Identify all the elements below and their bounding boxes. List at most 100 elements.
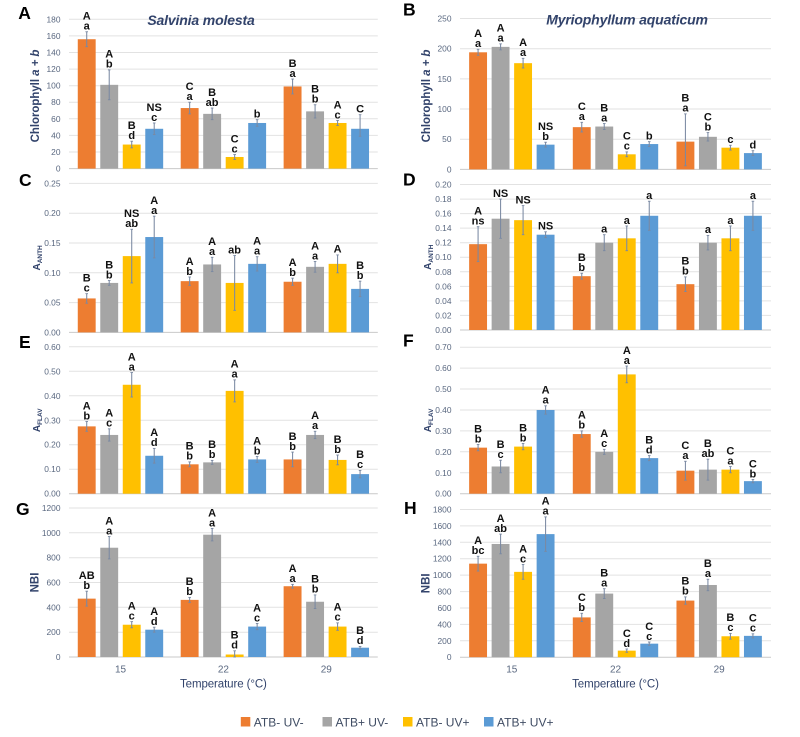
svg-text:b: b <box>186 451 193 463</box>
svg-text:b: b <box>106 269 113 281</box>
svg-text:200: 200 <box>438 636 452 646</box>
svg-text:400: 400 <box>438 619 452 629</box>
svg-text:a: a <box>232 369 239 381</box>
svg-text:ab: ab <box>125 218 138 230</box>
svg-text:a: a <box>727 215 734 227</box>
svg-text:B: B <box>681 576 689 588</box>
svg-text:B: B <box>726 612 734 624</box>
svg-text:B: B <box>681 93 689 105</box>
svg-text:A: A <box>150 427 158 439</box>
svg-text:c: c <box>151 112 157 124</box>
svg-text:b: b <box>682 586 689 598</box>
svg-text:0.40: 0.40 <box>44 391 61 401</box>
svg-text:1800: 1800 <box>433 505 452 515</box>
svg-text:200: 200 <box>438 44 452 54</box>
svg-text:b: b <box>578 262 585 274</box>
svg-text:A: A <box>542 385 550 397</box>
svg-text:a: a <box>705 224 712 236</box>
svg-text:d: d <box>646 444 653 456</box>
svg-text:b: b <box>254 109 261 121</box>
svg-text:Salvinia molesta: Salvinia molesta <box>147 12 255 28</box>
svg-text:a: a <box>750 190 757 202</box>
svg-text:b: b <box>705 121 712 133</box>
svg-text:22: 22 <box>218 665 230 676</box>
svg-text:b: b <box>750 468 757 480</box>
svg-text:C: C <box>186 81 194 93</box>
svg-text:a: a <box>682 103 689 115</box>
svg-text:A: A <box>128 600 136 612</box>
svg-text:A: A <box>253 236 261 248</box>
svg-text:b: b <box>312 94 319 106</box>
svg-text:A: A <box>105 408 113 420</box>
svg-text:d: d <box>357 635 364 647</box>
svg-text:a: a <box>498 33 505 45</box>
svg-text:0.15: 0.15 <box>44 238 61 248</box>
svg-text:ab: ab <box>494 523 507 535</box>
svg-text:a: a <box>129 361 136 373</box>
svg-text:C: C <box>19 170 32 190</box>
svg-text:C: C <box>749 458 757 470</box>
svg-text:0.20: 0.20 <box>435 447 452 457</box>
svg-text:B: B <box>356 625 364 637</box>
svg-text:800: 800 <box>438 587 452 597</box>
svg-text:B: B <box>356 449 364 461</box>
svg-text:0.18: 0.18 <box>435 194 452 204</box>
svg-text:C: C <box>578 101 586 113</box>
svg-text:0.06: 0.06 <box>435 281 452 291</box>
svg-text:c: c <box>232 143 238 155</box>
svg-text:NBI: NBI <box>30 573 42 593</box>
svg-text:0.10: 0.10 <box>435 252 452 262</box>
svg-text:c: c <box>727 134 733 146</box>
svg-text:200: 200 <box>47 627 61 637</box>
svg-text:A: A <box>474 28 482 40</box>
svg-text:c: c <box>520 553 526 565</box>
svg-text:c: c <box>84 283 90 295</box>
svg-text:b: b <box>475 433 482 445</box>
svg-text:b: b <box>646 130 653 142</box>
svg-text:A: A <box>105 49 113 61</box>
svg-text:G: G <box>16 499 30 519</box>
svg-text:0.14: 0.14 <box>435 223 452 233</box>
svg-text:160: 160 <box>47 31 61 41</box>
svg-text:a: a <box>624 355 631 367</box>
svg-text:60: 60 <box>51 114 61 124</box>
svg-text:0.50: 0.50 <box>435 384 452 394</box>
svg-text:0: 0 <box>56 652 61 662</box>
svg-text:0.40: 0.40 <box>435 405 452 415</box>
svg-text:B: B <box>356 260 364 272</box>
svg-text:0.12: 0.12 <box>435 238 452 248</box>
svg-text:H: H <box>404 498 417 518</box>
svg-text:a: a <box>624 215 631 227</box>
svg-text:ab: ab <box>701 448 714 460</box>
svg-text:0.70: 0.70 <box>435 342 452 352</box>
svg-text:b: b <box>312 584 319 596</box>
svg-text:a: a <box>209 517 216 529</box>
svg-text:1200: 1200 <box>42 503 61 513</box>
svg-text:B: B <box>208 439 216 451</box>
svg-text:a: a <box>601 578 608 590</box>
svg-text:b: b <box>186 266 193 278</box>
svg-text:C: C <box>578 592 586 604</box>
svg-text:0.08: 0.08 <box>435 267 452 277</box>
svg-text:B: B <box>128 120 136 132</box>
svg-text:0.10: 0.10 <box>435 468 452 478</box>
svg-text:A: A <box>83 11 91 23</box>
svg-text:c: c <box>727 622 733 634</box>
svg-text:c: c <box>498 449 504 461</box>
svg-text:b: b <box>334 444 341 456</box>
svg-text:NS: NS <box>538 221 553 233</box>
svg-text:NS: NS <box>538 121 553 133</box>
svg-text:A: A <box>186 256 194 268</box>
svg-text:A: A <box>253 435 261 447</box>
svg-text:40: 40 <box>51 130 61 140</box>
svg-text:a: a <box>209 246 216 258</box>
svg-text:20: 20 <box>51 147 61 157</box>
svg-text:C: C <box>231 133 239 145</box>
svg-text:a: a <box>84 21 91 33</box>
svg-text:0.50: 0.50 <box>44 366 61 376</box>
svg-text:d: d <box>151 437 158 449</box>
svg-text:A: A <box>474 206 482 218</box>
svg-text:b: b <box>83 580 90 592</box>
svg-text:A: A <box>18 3 31 23</box>
svg-text:a: a <box>254 246 261 258</box>
